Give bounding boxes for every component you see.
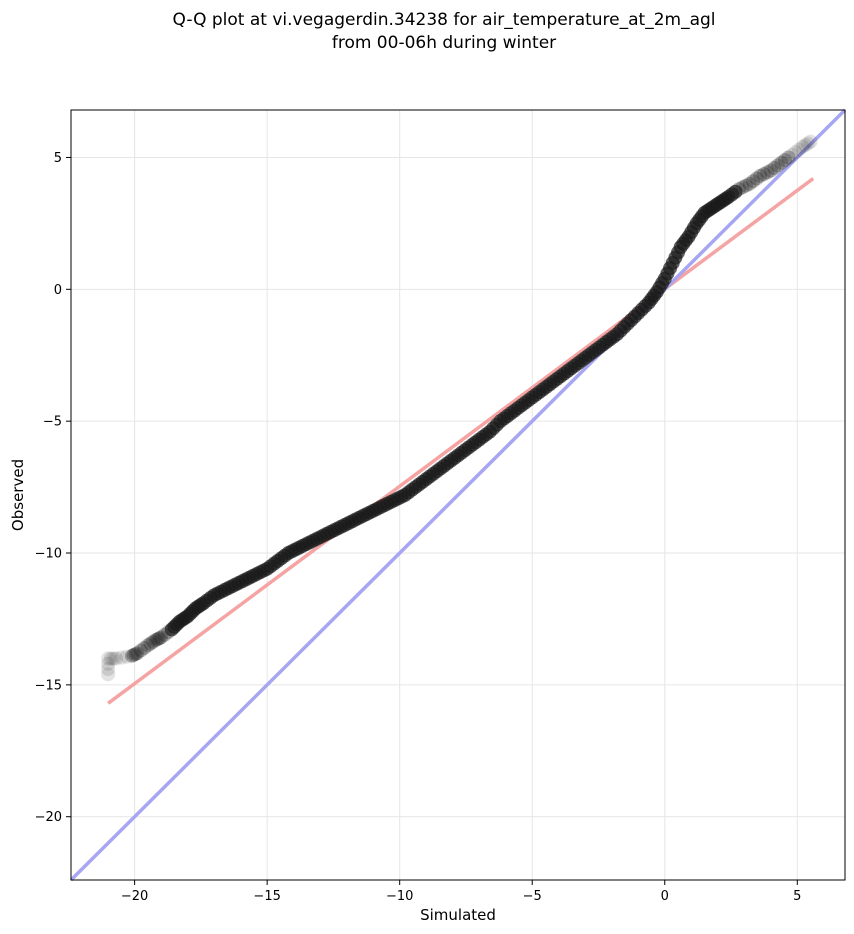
- quantile-point-7: [114, 650, 129, 665]
- quantile-point-206: [770, 158, 785, 173]
- y-tick-label-1: −15: [35, 678, 62, 693]
- quantile-point-204: [763, 163, 778, 178]
- y-axis-label: Observed: [9, 459, 27, 531]
- quantile-point-21: [154, 630, 169, 645]
- quantile-point-20: [152, 631, 167, 646]
- quantile-point-2: [101, 656, 116, 671]
- quantile-point-203: [760, 165, 775, 180]
- quantile-point-215: [800, 136, 815, 151]
- quantile-point-4: [103, 651, 118, 666]
- quantile-point-197: [739, 178, 754, 193]
- quantile-point-200: [749, 171, 764, 186]
- plot-frame: [70, 109, 846, 881]
- quantile-point-210: [784, 147, 799, 162]
- x-tick-label-4: 0: [661, 889, 669, 904]
- quantile-point-9: [124, 648, 139, 663]
- fit-line: [107, 177, 815, 705]
- quantile-point-195: [731, 182, 746, 197]
- quantile-point-214: [798, 138, 813, 153]
- x-axis-label: Simulated: [420, 906, 496, 924]
- reference-line: [69, 108, 847, 882]
- reference-line-group: [69, 108, 847, 882]
- quantile-point-16: [143, 636, 158, 651]
- quantile-point-6: [109, 651, 124, 666]
- quantile-point-8: [119, 649, 134, 664]
- quantile-point-3: [101, 651, 116, 666]
- quantile-points: [101, 134, 818, 682]
- quantile-point-198: [742, 176, 757, 191]
- x-tick-label-0: −20: [121, 889, 148, 904]
- quantile-point-15: [140, 638, 155, 653]
- quantile-point-201: [753, 168, 768, 183]
- quantile-point-202: [756, 167, 771, 182]
- quantile-point-212: [792, 142, 807, 157]
- quantile-point-18: [148, 633, 163, 648]
- quantile-point-12: [130, 646, 145, 661]
- y-tick-label-4: 0: [54, 283, 62, 298]
- quantile-point-213: [795, 139, 810, 154]
- y-axis-ticks: −20 −15 −10 −5 0 5: [35, 151, 71, 825]
- y-tick-label-2: −10: [35, 547, 62, 562]
- quantile-point-5: [106, 651, 121, 666]
- x-tick-label-3: −5: [523, 889, 542, 904]
- chart-title-line1: Q-Q plot at vi.vegagerdin.34238 for air_…: [172, 10, 715, 30]
- fit-line-group: [107, 177, 815, 705]
- quantile-point-10: [126, 647, 141, 662]
- quantile-point-205: [767, 161, 782, 176]
- x-tick-label-5: 5: [793, 889, 801, 904]
- quantile-point-209: [781, 150, 796, 165]
- quantile-point-208: [777, 153, 792, 168]
- y-tick-label-5: 5: [54, 151, 62, 166]
- quantile-point-11: [128, 647, 143, 662]
- quantile-point-207: [774, 155, 789, 170]
- quantile-point-216: [803, 134, 818, 149]
- quantile-point-0: [101, 667, 116, 682]
- quantile-point-13: [133, 643, 148, 658]
- x-tick-label-2: −10: [386, 889, 413, 904]
- quantile-point-19: [150, 632, 165, 647]
- quantile-point-194: [728, 184, 743, 199]
- quantile-point-1: [101, 662, 116, 677]
- quantile-point-196: [735, 180, 750, 195]
- quantile-point-14: [137, 640, 152, 655]
- quantile-point-199: [746, 174, 761, 189]
- y-tick-label-3: −5: [43, 415, 62, 430]
- quantile-point-17: [146, 634, 161, 649]
- grid-lines: [71, 110, 845, 880]
- y-tick-label-0: −20: [35, 810, 62, 825]
- quantile-point-211: [788, 145, 803, 160]
- x-axis-ticks: −20 −15 −10 −5 0 5: [121, 880, 801, 904]
- chart-title-line2: from 00-06h during winter: [332, 33, 556, 53]
- x-tick-label-1: −15: [253, 889, 280, 904]
